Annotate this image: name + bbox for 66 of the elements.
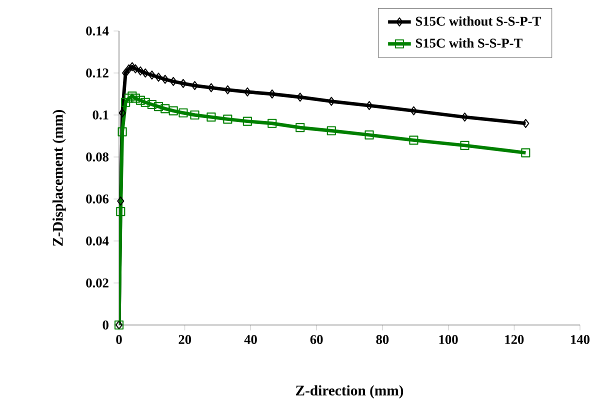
point — [124, 94, 134, 103]
legend-label: S15C without S-S-P-T — [416, 16, 541, 26]
point — [242, 116, 252, 126]
point — [521, 148, 530, 158]
point — [522, 118, 530, 128]
x-tick-label: 0 — [116, 335, 122, 344]
y-tick-label: 0.04 — [86, 236, 109, 246]
point — [142, 68, 149, 78]
y-tick-label: 0.1 — [92, 110, 108, 120]
point — [366, 101, 373, 110]
y-tick-label: 0 — [102, 320, 108, 330]
point — [296, 123, 305, 132]
point — [136, 66, 144, 76]
point — [154, 72, 162, 82]
point — [132, 64, 140, 74]
point — [409, 136, 418, 145]
point — [460, 140, 470, 150]
point — [296, 92, 304, 102]
legend-label: S15C with S-S-P-T — [416, 38, 522, 48]
x-tick-label: 140 — [571, 335, 590, 344]
point — [208, 83, 215, 92]
point — [162, 74, 169, 84]
y-tick-label: 0.14 — [86, 26, 109, 36]
y-tick-label: 0.06 — [86, 194, 109, 204]
point — [117, 196, 124, 206]
point — [118, 108, 126, 118]
point — [326, 126, 336, 136]
point — [168, 106, 178, 116]
point — [118, 127, 127, 136]
point — [268, 89, 276, 99]
x-tick-label: 60 — [310, 335, 323, 344]
point — [180, 78, 187, 88]
point — [223, 114, 232, 124]
point — [160, 104, 170, 114]
x-axis-title: Z-direction (mm) — [296, 385, 404, 398]
point — [461, 112, 468, 122]
y-axis-title: Z-Displacement (mm) — [52, 110, 66, 246]
point — [244, 87, 251, 96]
point — [410, 106, 418, 116]
point — [364, 130, 374, 140]
point — [116, 207, 126, 216]
x-tick-label: 80 — [376, 335, 389, 344]
y-tick-label: 0.08 — [86, 152, 109, 162]
point — [224, 85, 232, 94]
y-tick-label: 0.12 — [86, 68, 108, 78]
x-tick-label: 20 — [178, 335, 192, 344]
point — [191, 81, 198, 90]
point — [136, 96, 145, 105]
point — [328, 96, 335, 106]
point — [148, 70, 156, 80]
point — [147, 100, 156, 110]
point — [178, 108, 188, 118]
point — [128, 62, 136, 72]
point — [140, 98, 150, 107]
x-tick-label: 100 — [439, 335, 458, 344]
point — [268, 118, 277, 128]
x-tick-label: 40 — [244, 335, 257, 344]
x-tick-label: 120 — [505, 335, 524, 344]
point — [190, 110, 200, 120]
point — [206, 112, 216, 122]
point — [170, 76, 177, 86]
point — [154, 102, 164, 112]
point — [130, 94, 140, 103]
y-tick-label: 0.02 — [86, 278, 108, 288]
point — [121, 98, 130, 107]
point — [128, 92, 137, 101]
